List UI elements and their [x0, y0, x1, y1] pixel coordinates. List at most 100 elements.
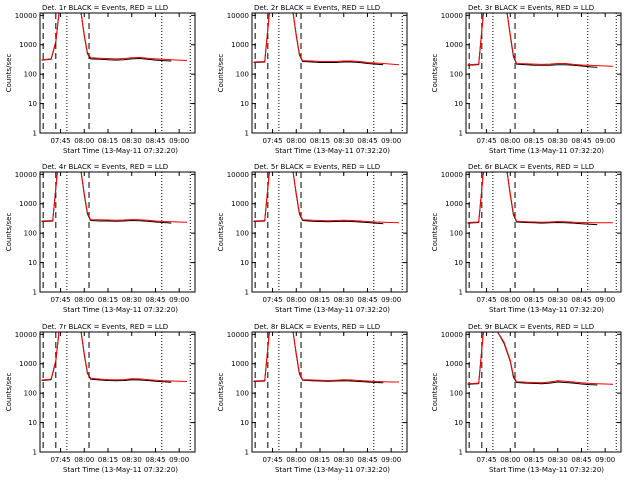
x-tick-label: 07:45 [262, 137, 282, 145]
lld-rate-line [41, 331, 188, 382]
chart-title: Det. 7r BLACK = Events, RED = LLD [42, 323, 168, 331]
x-tick-label: 08:00 [286, 296, 306, 304]
x-tick-label: 09:00 [169, 296, 189, 304]
chart-title: Det. 4r BLACK = Events, RED = LLD [42, 163, 168, 171]
y-tick-label: 10 [454, 100, 463, 108]
x-tick-label: 09:00 [595, 137, 615, 145]
x-axis-label: Start Time (13-May-11 07:32:20) [489, 147, 604, 155]
y-tick-label: 1 [459, 289, 463, 297]
x-tick-label: 08:45 [357, 456, 377, 464]
events-rate-line [253, 171, 384, 225]
chart-panel: Det. 4r BLACK = Events, RED = LLD Counts/… [5, 163, 196, 314]
x-axis-label: Start Time (13-May-11 07:32:20) [63, 306, 178, 314]
y-tick-label: 10000 [15, 331, 37, 339]
x-tick-label: 08:45 [571, 137, 591, 145]
x-tick-label: 08:00 [286, 137, 306, 145]
y-tick-label: 1000 [231, 41, 249, 49]
y-tick-label: 100 [450, 230, 463, 238]
lld-rate-line [467, 331, 614, 385]
y-tick-label: 1 [245, 449, 249, 457]
x-tick-label: 09:00 [595, 296, 615, 304]
x-tick-label: 08:30 [548, 137, 568, 145]
y-tick-label: 10 [240, 100, 249, 108]
y-tick-label: 1000 [231, 200, 249, 208]
x-tick-label: 08:45 [145, 137, 165, 145]
y-tick-label: 10000 [227, 12, 249, 20]
x-tick-label: 08:30 [122, 456, 142, 464]
x-tick-label: 09:00 [381, 296, 401, 304]
y-tick-label: 1000 [231, 360, 249, 368]
x-axis-label: Start Time (13-May-11 07:32:20) [275, 466, 390, 474]
y-tick-label: 1 [459, 130, 463, 138]
y-tick-label: 1 [459, 449, 463, 457]
y-axis-label: Counts/sec [217, 373, 225, 412]
y-tick-label: 1000 [445, 360, 463, 368]
y-tick-label: 10 [240, 419, 249, 427]
y-tick-label: 1 [245, 289, 249, 297]
y-tick-label: 100 [236, 71, 249, 79]
y-tick-label: 1 [245, 130, 249, 138]
x-tick-label: 07:45 [476, 296, 496, 304]
chart-panel: Det. 8r BLACK = Events, RED = LLD Counts/… [217, 323, 408, 474]
y-tick-label: 1 [33, 289, 37, 297]
x-tick-label: 08:45 [571, 296, 591, 304]
chart-title: Det. 1r BLACK = Events, RED = LLD [42, 4, 168, 12]
y-tick-label: 10000 [15, 12, 37, 20]
x-tick-label: 09:00 [381, 137, 401, 145]
x-tick-label: 07:45 [50, 456, 70, 464]
y-tick-label: 10 [454, 259, 463, 267]
x-tick-label: 09:00 [169, 456, 189, 464]
chart-title: Det. 3r BLACK = Events, RED = LLD [468, 4, 594, 12]
x-tick-label: 08:15 [524, 137, 544, 145]
plot-frame [251, 171, 408, 293]
x-tick-label: 08:00 [74, 296, 94, 304]
lld-rate-line [41, 12, 188, 62]
y-tick-label: 10000 [15, 171, 37, 179]
x-tick-label: 07:45 [476, 137, 496, 145]
y-tick-label: 10 [28, 100, 37, 108]
y-tick-label: 1000 [19, 200, 37, 208]
plot-frame [39, 12, 196, 134]
chart-panel: Det. 2r BLACK = Events, RED = LLD Counts/… [217, 4, 408, 155]
x-tick-label: 08:30 [334, 296, 354, 304]
y-tick-label: 10 [28, 259, 37, 267]
lld-rate-line [467, 171, 614, 224]
y-tick-label: 10000 [441, 171, 463, 179]
chart-panel: Det. 3r BLACK = Events, RED = LLD Counts/… [431, 4, 622, 155]
chart-title: Det. 5r BLACK = Events, RED = LLD [254, 163, 380, 171]
events-rate-line [467, 12, 598, 68]
lld-rate-line [41, 171, 188, 223]
y-tick-label: 1000 [445, 200, 463, 208]
y-tick-label: 10 [28, 419, 37, 427]
x-tick-label: 08:30 [334, 456, 354, 464]
x-tick-label: 07:45 [50, 137, 70, 145]
y-tick-label: 10000 [441, 12, 463, 20]
y-tick-label: 1000 [19, 360, 37, 368]
chart-panel: Det. 6r BLACK = Events, RED = LLD Counts/… [431, 163, 622, 314]
x-tick-label: 09:00 [169, 137, 189, 145]
x-tick-label: 08:30 [334, 137, 354, 145]
x-tick-label: 08:00 [500, 137, 520, 145]
y-tick-label: 10000 [441, 331, 463, 339]
x-axis-label: Start Time (13-May-11 07:32:20) [63, 147, 178, 155]
y-tick-label: 1000 [19, 41, 37, 49]
events-rate-line [467, 171, 598, 226]
y-axis-label: Counts/sec [5, 54, 13, 93]
plot-frame [251, 331, 408, 453]
x-axis-label: Start Time (13-May-11 07:32:20) [275, 306, 390, 314]
x-tick-label: 08:15 [310, 296, 330, 304]
x-tick-label: 08:30 [122, 296, 142, 304]
events-rate-line [41, 171, 172, 224]
x-tick-label: 08:00 [500, 296, 520, 304]
x-tick-label: 08:00 [500, 456, 520, 464]
x-tick-label: 08:15 [98, 296, 118, 304]
x-axis-label: Start Time (13-May-11 07:32:20) [489, 466, 604, 474]
y-tick-label: 10 [454, 419, 463, 427]
y-axis-label: Counts/sec [5, 213, 13, 252]
x-tick-label: 08:15 [98, 456, 118, 464]
plot-frame [39, 331, 196, 453]
plot-frame [465, 171, 622, 293]
chart-title: Det. 2r BLACK = Events, RED = LLD [254, 4, 380, 12]
chart-panel: Det. 9r BLACK = Events, RED = LLD Counts/… [431, 323, 622, 474]
x-tick-label: 08:15 [310, 137, 330, 145]
